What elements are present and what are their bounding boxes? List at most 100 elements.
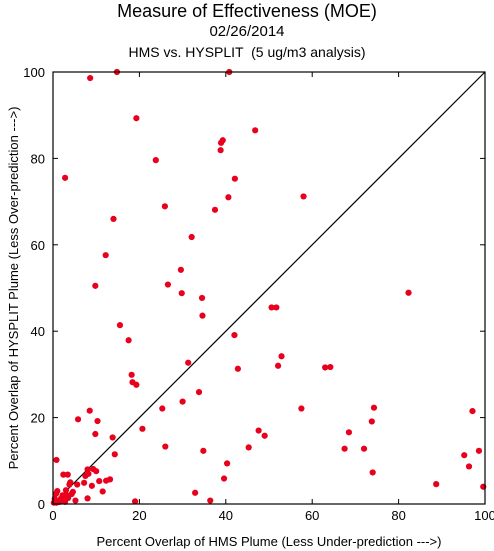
x-tick-label: 80 xyxy=(391,508,405,523)
data-point xyxy=(88,482,95,489)
data-point xyxy=(93,468,100,475)
data-point xyxy=(360,445,368,452)
data-point xyxy=(131,498,139,505)
data-point xyxy=(62,487,70,494)
data-point xyxy=(177,266,184,273)
data-point xyxy=(61,174,69,181)
chart-title: Measure of Effectiveness (MOE) xyxy=(117,1,377,21)
data-point xyxy=(185,359,192,366)
data-point xyxy=(200,447,207,454)
data-point xyxy=(192,489,199,496)
data-point xyxy=(261,432,268,439)
data-point xyxy=(92,430,99,438)
x-tick-label: 60 xyxy=(305,508,319,523)
data-point xyxy=(128,371,135,378)
data-point xyxy=(245,444,252,451)
y-tick-label: 20 xyxy=(31,411,45,426)
data-point xyxy=(298,405,305,412)
data-point xyxy=(133,115,140,122)
data-point xyxy=(64,471,71,478)
data-point xyxy=(225,194,232,201)
x-axis-label: Percent Overlap of HMS Plume (Less Under… xyxy=(97,534,442,549)
one-to-one-reference-line xyxy=(52,71,486,505)
data-point xyxy=(53,456,60,464)
data-point xyxy=(300,193,307,200)
data-point xyxy=(69,488,76,496)
data-point xyxy=(268,304,275,311)
data-point xyxy=(278,353,285,360)
data-point xyxy=(99,488,106,495)
data-point xyxy=(87,74,94,82)
data-point xyxy=(370,404,378,411)
data-point xyxy=(211,206,219,213)
data-point xyxy=(198,294,206,302)
data-point xyxy=(178,290,185,297)
data-point xyxy=(461,452,468,459)
data-point xyxy=(255,427,262,434)
data-point xyxy=(94,417,101,425)
data-point xyxy=(199,312,206,319)
y-axis-label: Percent Overlap of HYSPLIT Plume (Less O… xyxy=(6,107,21,470)
data-point xyxy=(368,418,375,425)
chart-subtitle: HMS vs. HYSPLIT (5 ug/m3 analysis) xyxy=(128,44,366,60)
data-point xyxy=(322,364,329,371)
data-point xyxy=(60,471,67,478)
data-point xyxy=(92,282,99,289)
data-point xyxy=(111,451,118,458)
data-point xyxy=(139,425,146,432)
y-tick-label: 40 xyxy=(31,324,45,339)
data-point xyxy=(465,463,473,470)
data-point xyxy=(219,137,226,144)
data-point xyxy=(223,460,231,467)
data-point xyxy=(252,127,259,134)
data-point xyxy=(179,398,186,405)
data-point xyxy=(217,147,224,154)
data-point xyxy=(475,447,483,454)
x-tick-label: 0 xyxy=(49,508,56,523)
data-point xyxy=(345,429,353,436)
data-point xyxy=(405,289,412,296)
data-point xyxy=(102,252,109,259)
data-point xyxy=(231,175,238,182)
data-point xyxy=(159,405,166,412)
data-point xyxy=(133,381,140,388)
data-point xyxy=(162,443,169,450)
data-point xyxy=(116,322,124,329)
data-point xyxy=(86,407,93,414)
data-point xyxy=(74,416,82,423)
data-point xyxy=(85,470,92,477)
chart-date: 02/26/2014 xyxy=(209,23,285,40)
data-point xyxy=(125,337,132,344)
data-point xyxy=(152,157,159,164)
x-tick-label: 100 xyxy=(474,508,494,523)
data-point xyxy=(84,495,91,502)
data-point xyxy=(110,215,117,222)
data-point xyxy=(234,365,241,372)
data-point xyxy=(341,445,348,452)
data-point xyxy=(195,389,203,396)
data-point xyxy=(164,281,172,288)
data-point xyxy=(72,497,79,504)
data-point xyxy=(220,475,228,482)
data-point xyxy=(161,203,168,210)
data-point xyxy=(106,476,114,483)
data-point xyxy=(433,481,440,488)
data-point xyxy=(188,233,195,241)
data-point xyxy=(469,408,476,415)
data-point xyxy=(67,479,74,486)
data-point xyxy=(369,469,376,476)
plot-frame xyxy=(52,71,486,505)
data-point xyxy=(54,487,61,495)
x-tick-label: 40 xyxy=(219,508,233,523)
data-point xyxy=(273,304,280,311)
data-point xyxy=(207,497,214,504)
data-point xyxy=(231,331,238,339)
y-tick-label: 0 xyxy=(38,497,45,512)
x-tick-label: 20 xyxy=(132,508,146,523)
data-point xyxy=(109,434,116,441)
data-point xyxy=(327,363,334,371)
y-tick-label: 60 xyxy=(31,238,45,253)
y-tick-label: 80 xyxy=(31,151,45,166)
y-tick-label: 100 xyxy=(23,65,45,80)
